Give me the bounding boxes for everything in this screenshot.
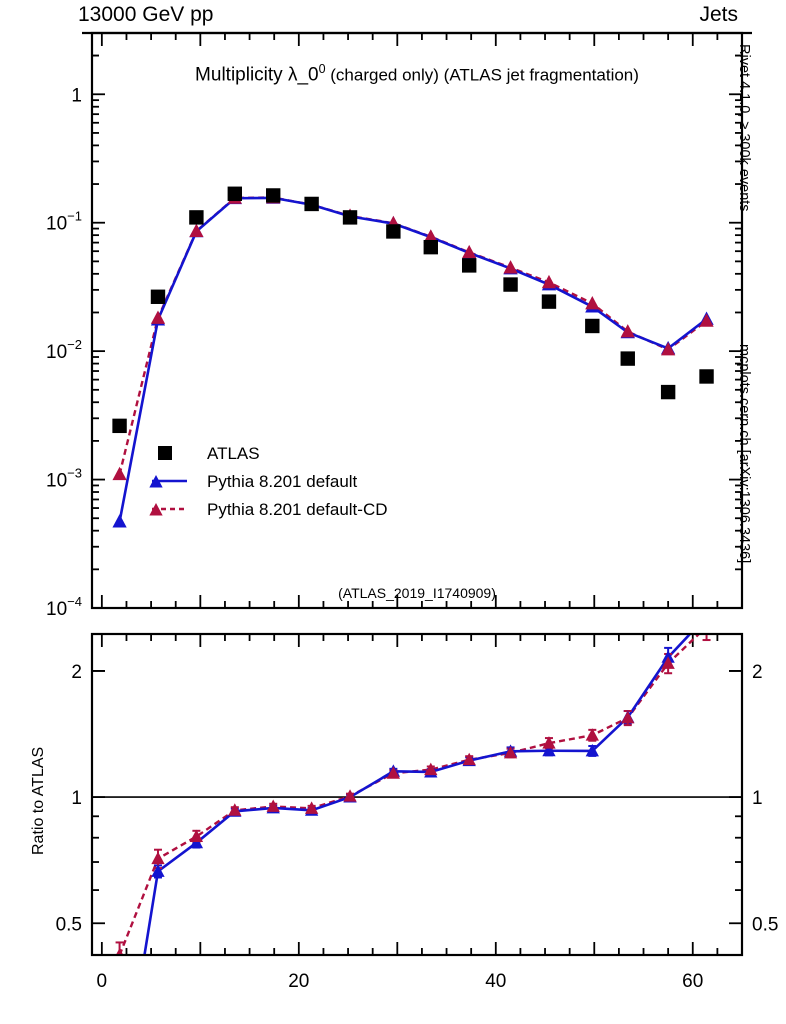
- main-y-ticks: [92, 32, 742, 609]
- legend-label: ATLAS: [207, 444, 260, 463]
- ratio-marker-cd: [151, 851, 165, 865]
- marker-atlas: [112, 418, 127, 434]
- ratio-marker-cd: [386, 766, 401, 779]
- x-tick-label: 0: [97, 971, 108, 992]
- x-tick-label: 60: [682, 971, 703, 992]
- ratio-marker-default: [542, 743, 556, 757]
- title-superscript: 0: [318, 62, 326, 76]
- header-right-label: Jets: [699, 3, 738, 26]
- marker-atlas: [660, 384, 676, 400]
- ratio-marker-cd: [116, 948, 123, 954]
- marker-atlas: [189, 210, 204, 225]
- legend-marker-triangle: [149, 475, 163, 488]
- legend-label: Pythia 8.201 default: [207, 472, 358, 491]
- ratio-marker-cd: [503, 745, 518, 759]
- ratio-marker-default: [151, 864, 165, 877]
- ratio-marker-cd: [621, 710, 635, 724]
- ratio-y-tick-label: 1: [71, 788, 82, 809]
- marker-atlas: [585, 318, 600, 334]
- ratio-marker-cd: [700, 620, 713, 632]
- ratio-marker-cd: [462, 752, 476, 766]
- title-symbol: λ_0: [287, 64, 319, 86]
- ratio-marker-default: [700, 609, 713, 621]
- legend-item[interactable]: ATLAS: [158, 444, 260, 463]
- ratio-marker-cd: [343, 789, 357, 802]
- ratio-marker-cd: [266, 799, 280, 812]
- legend: ATLAS Pythia 8.201 default Pythia 8.201 de…: [149, 444, 388, 519]
- marker-pythia-cd: [699, 313, 714, 327]
- x-tick-labels: 0 20 40 60: [97, 971, 704, 992]
- main-y-tick-label: 1: [71, 85, 82, 106]
- series-line-pythia-default: [118, 196, 708, 522]
- ratio-axis-label: Ratio to ATLAS: [30, 746, 47, 855]
- ratio-marker-cd: [304, 801, 319, 814]
- title-prefix: Multiplicity: [195, 64, 288, 86]
- ratio-marker-default: [585, 743, 599, 757]
- ratio-marker-cd: [189, 829, 204, 843]
- ratio-marker-cd: [424, 762, 438, 776]
- header-left-label: 13000 GeV pp: [78, 3, 214, 26]
- x-tick-label: 40: [485, 971, 506, 992]
- ratio-marker-cd: [228, 803, 242, 816]
- marker-pythia-cd: [503, 260, 518, 274]
- legend-marker-square: [158, 446, 172, 460]
- marker-pythia-cd: [462, 244, 477, 259]
- marker-pythia-cd: [189, 223, 204, 237]
- ratio-y-tick-label-right: 0.5: [752, 914, 778, 935]
- rivet-version-label: Rivet 4.1.0, ≥ 300k events: [736, 44, 752, 212]
- ratio-y-tick-label: 2: [71, 662, 82, 683]
- marker-atlas: [150, 289, 166, 304]
- series-line-pythia-cd: [118, 196, 708, 475]
- main-y-tick-label: 10−1: [46, 209, 82, 235]
- marker-atlas: [541, 294, 557, 309]
- legend-item[interactable]: Pythia 8.201 default-CD: [149, 500, 388, 519]
- ratio-series-group: [115, 609, 713, 954]
- ratio-marker-cd: [542, 736, 556, 749]
- mcplots-reference-label: mcplots.cern.ch [arXiv:1306.3436]: [736, 344, 752, 564]
- marker-pythia-cd: [423, 229, 438, 243]
- marker-atlas: [227, 186, 243, 201]
- analysis-id-watermark: (ATLAS_2019_I1740909): [338, 585, 496, 601]
- marker-atlas: [342, 210, 358, 225]
- main-y-tick-label: 10−2: [46, 337, 82, 363]
- ratio-line-pythia-default: [143, 635, 691, 954]
- legend-marker-triangle: [149, 503, 163, 516]
- legend-item[interactable]: Pythia 8.201 default: [149, 472, 358, 491]
- main-y-tick-label: 10−3: [46, 466, 82, 492]
- ratio-line-pythia-cd: [118, 635, 700, 954]
- marker-atlas: [304, 196, 319, 212]
- main-series-group: [112, 186, 714, 528]
- marker-pythia-cd: [541, 274, 557, 289]
- marker-atlas: [503, 277, 518, 292]
- marker-pythia-cd: [661, 341, 676, 356]
- marker-pythia-cd: [620, 324, 635, 338]
- ratio-y-tick-label-right: 1: [752, 788, 763, 809]
- main-y-tick-labels: 1 10−1 10−2 10−3 10−4: [46, 85, 82, 620]
- page-title: Multiplicity λ_00 (charged only) (ATLAS …: [92, 62, 742, 86]
- x-ticks: [100, 33, 743, 955]
- ratio-y-tick-label-right: 2: [752, 662, 763, 683]
- marker-atlas: [461, 258, 477, 273]
- marker-pythia-cd: [585, 295, 600, 310]
- ratio-marker-cd: [661, 656, 675, 669]
- legend-label: Pythia 8.201 default-CD: [207, 500, 388, 519]
- plot-frames: [90, 31, 744, 957]
- marker-atlas: [423, 239, 438, 255]
- ratio-marker-cd: [585, 728, 599, 741]
- marker-atlas: [386, 224, 401, 239]
- main-y-tick-label: 10−4: [46, 594, 82, 620]
- marker-atlas: [620, 351, 635, 366]
- x-tick-label: 20: [288, 971, 309, 992]
- title-suffix: (charged only) (ATLAS jet fragmentation): [325, 65, 639, 85]
- marker-pythia-cd: [112, 466, 127, 481]
- ratio-y-tick-labels: 2 2 1 1 0.5 0.5: [56, 662, 779, 935]
- ratio-y-tick-label: 0.5: [56, 914, 82, 935]
- marker-pythia-cd: [150, 310, 166, 324]
- marker-atlas: [699, 369, 714, 384]
- marker-pythia-default: [112, 514, 127, 528]
- marker-atlas: [266, 188, 281, 203]
